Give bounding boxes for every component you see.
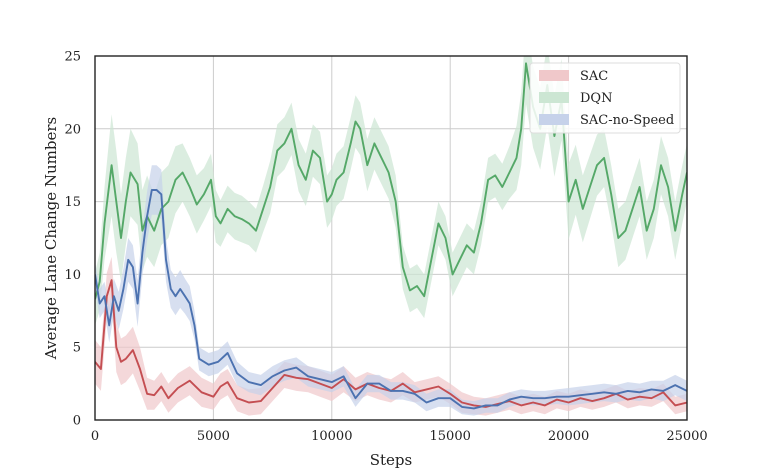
sac-no-speed-line: [95, 189, 687, 410]
y-axis-label: Average Lane Change Numbers: [42, 117, 60, 361]
x-axis-label: Steps: [370, 451, 412, 469]
legend-label-sac: SAC: [580, 69, 608, 84]
y-tick-label: 5: [73, 341, 81, 356]
x-tick-label: 10000: [311, 429, 352, 444]
y-tick-label: 15: [64, 195, 81, 210]
x-tick-label: 5000: [197, 429, 230, 444]
x-tick-label: 20000: [548, 429, 589, 444]
series-lines: [95, 62, 687, 410]
tick-labels: 0 5000 10000 15000 20000 25000 0 5 10 15 20 25: [64, 50, 707, 445]
sac-line: [95, 279, 687, 408]
legend: SAC DQN SAC-no-Speed: [529, 62, 681, 134]
y-tick-label: 20: [64, 122, 81, 137]
dqn-line: [95, 62, 687, 300]
legend-swatch-dqn: [539, 92, 569, 103]
legend-label-sac-no-speed: SAC-no-Speed: [580, 113, 674, 128]
plot-frame: [94, 55, 688, 421]
y-tick-label: 10: [64, 268, 81, 283]
x-tick-label: 0: [91, 429, 99, 444]
legend-label-dqn: DQN: [580, 91, 612, 106]
y-tick-label: 25: [64, 50, 81, 65]
legend-swatch-sac: [539, 70, 569, 81]
legend-swatch-sac-no-speed: [539, 114, 569, 125]
x-tick-label: 15000: [430, 429, 471, 444]
y-tick-label: 0: [73, 414, 81, 429]
x-tick-label: 25000: [666, 429, 707, 444]
